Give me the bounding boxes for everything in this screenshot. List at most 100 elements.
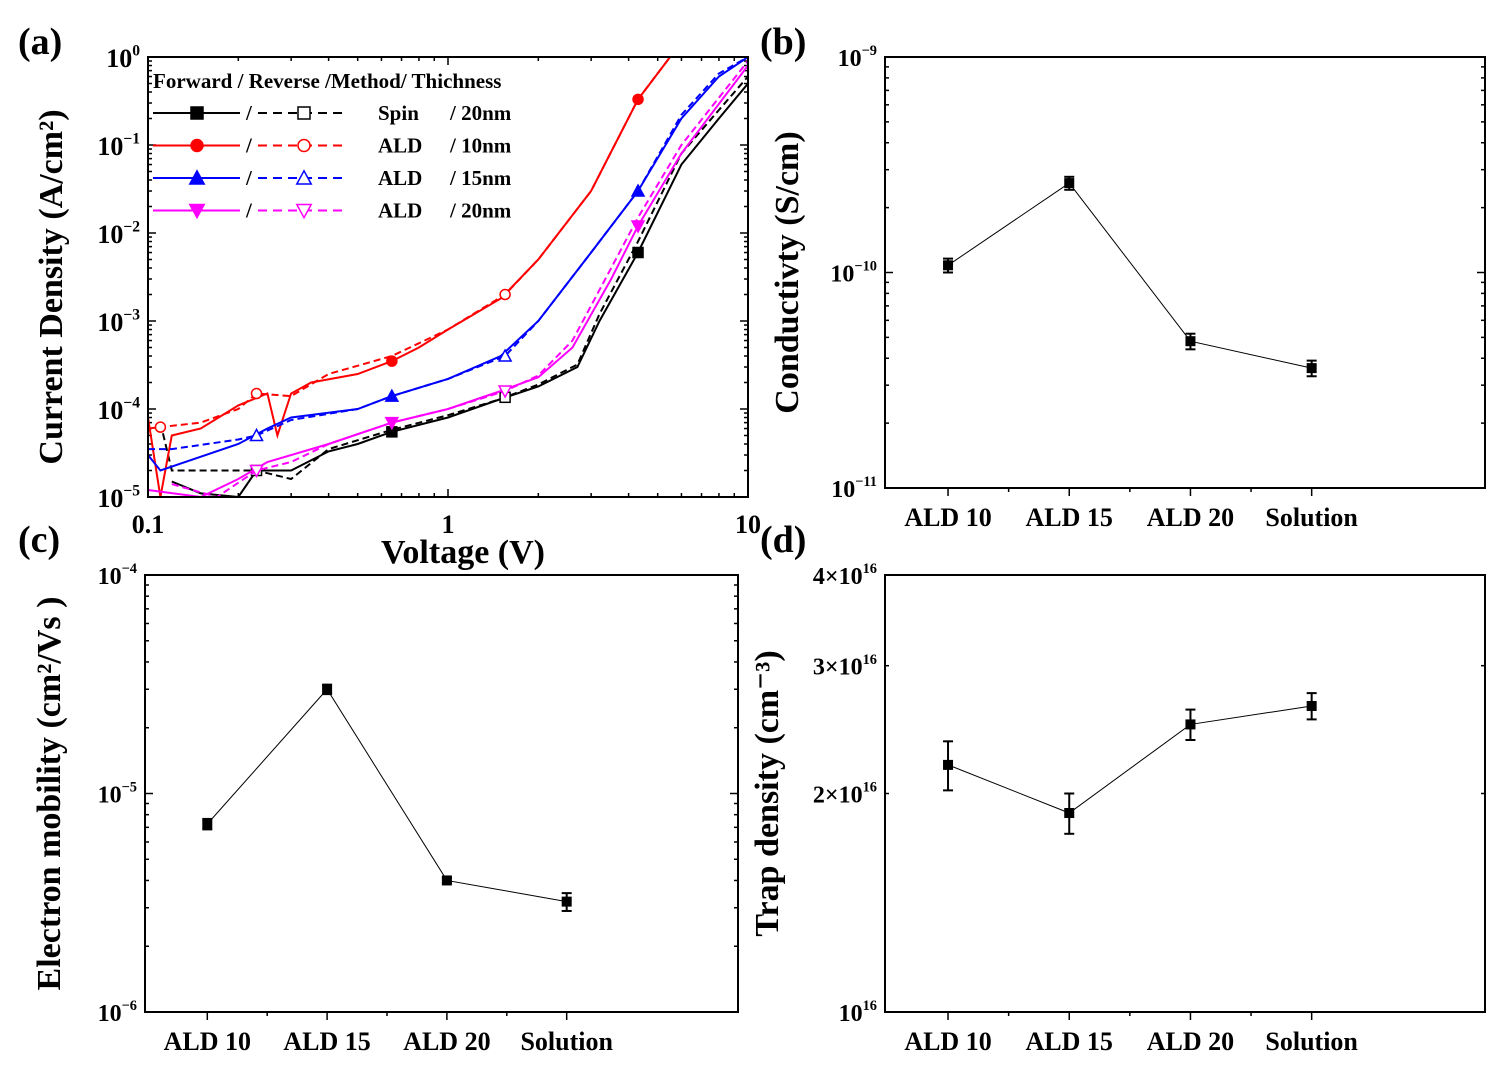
legend-method: Spin (378, 101, 419, 125)
panel-c-data-line (206, 688, 567, 903)
panel-d-data-point (1185, 719, 1196, 730)
panel-b-y-tick-label: 10−10 (830, 259, 877, 288)
a-y-tick-label: 100 (106, 42, 140, 73)
panel-d-data-point (1064, 808, 1075, 819)
a-reverse-line-3 (171, 60, 748, 497)
a-reverse-line-1 (148, 57, 748, 430)
a-forward-marker (384, 416, 400, 431)
a-forward-marker (632, 93, 644, 106)
panel-d-y-tick-label: 1016 (839, 998, 877, 1027)
legend-thickness: / 10nm (449, 134, 512, 158)
panel-d-data-point (943, 759, 954, 770)
a-forward-marker (630, 183, 646, 197)
panel-c-y-tick-label: 10−5 (98, 780, 137, 809)
a-forward-marker (384, 388, 400, 402)
a-forward-line-0 (171, 82, 748, 497)
panel-c-x-tick-label: ALD 10 (164, 1027, 251, 1056)
a-reverse-marker (497, 385, 513, 399)
a-curves (148, 57, 748, 497)
panel-d-data-point (1306, 700, 1317, 711)
a-forward-marker (632, 246, 644, 259)
panel-label-a: (a) (18, 21, 62, 63)
panel-b-x-tick-label: Solution (1265, 503, 1358, 532)
a-reverse-marker (499, 288, 511, 301)
legend-forward-marker (190, 138, 204, 153)
panel-c-data-point (561, 896, 572, 907)
legend-slash: / (245, 101, 253, 125)
panel-b-y-tick-label: 10−11 (831, 474, 877, 503)
panel-c-data-point (322, 684, 333, 695)
legend-forward-marker (190, 106, 204, 120)
panel-d-y-tick-label: 2×1016 (813, 780, 877, 809)
a-reverse-marker (154, 421, 167, 433)
panel-b-y-axis-label: Conductivty (S/cm) (769, 131, 806, 413)
panel-d: (d) ALD 10 ALD 15 ALD 20 Solution 4×1016 3×101… (749, 519, 1486, 1056)
a-x-tick-label: 10 (735, 510, 761, 539)
legend-forward-marker (188, 169, 206, 185)
a-y-tick-label: 10−3 (97, 306, 140, 337)
plot-frame (147, 56, 749, 498)
legend-method: ALD (378, 199, 422, 223)
panel-b-x-tick-label: ALD 20 (1147, 503, 1234, 532)
panel-b-data-point (943, 260, 954, 271)
panel-d-y-axis-label: Trap density (cm⁻³) (749, 650, 786, 936)
panel-b-data-point (1185, 336, 1196, 347)
a-forward-marker (630, 220, 646, 234)
plot-frame (144, 574, 739, 1013)
a-reverse-marker (249, 464, 264, 479)
panel-c-x-tick-label: ALD 20 (403, 1027, 490, 1056)
legend-slash: / (245, 199, 253, 223)
legend-thickness: / 20nm (449, 101, 512, 125)
panel-c: (c) ALD 10 ALD 15 ALD 20 Solution 10−4 10−5 10−… (18, 519, 739, 1056)
a-y-tick-label: 10−1 (97, 130, 140, 161)
a-reverse-marker (249, 427, 264, 442)
a-forward-line-3 (148, 64, 748, 497)
legend-forward-marker (188, 203, 206, 220)
a-reverse-line-2 (148, 57, 748, 451)
panel-c-x-tick-label: ALD 15 (283, 1027, 370, 1056)
legend-slash: / (245, 134, 253, 158)
legend-reverse-marker (297, 138, 311, 153)
panel-c-y-tick-label: 10−6 (98, 998, 137, 1027)
panel-a: (a) 100 10−1 10−2 10−3 10−4 10−50.1 1 10 Voltage … (18, 21, 761, 571)
panel-d-x-tick-label: ALD 15 (1026, 1027, 1113, 1056)
panel-b-label: (b) (760, 21, 806, 63)
panel-d-x-tick-label: Solution (1265, 1027, 1358, 1056)
panel-d-label: (d) (760, 519, 806, 561)
panel-b-x-tick-label: ALD 10 (904, 503, 991, 532)
panel-c-y-tick-label: 10−4 (98, 561, 137, 590)
panel-b-data-point (1306, 363, 1317, 374)
panel-d-y-tick-label: 4×1016 (813, 561, 877, 590)
a-y-tick-label: 10−2 (97, 218, 140, 249)
plot-frame (884, 56, 1486, 489)
legend-slash: / (245, 166, 253, 190)
panel-d-data-line (947, 705, 1312, 814)
panel-d-x-tick-label: ALD 10 (904, 1027, 991, 1056)
panel-c-label: (c) (18, 519, 60, 561)
plot-frame (884, 574, 1486, 1013)
legend-reverse-marker (297, 106, 311, 120)
a-x-tick-label: 1 (442, 510, 455, 539)
a-reverse-marker (250, 387, 263, 400)
panel-b-x-tick-label: ALD 15 (1026, 503, 1113, 532)
panel-b-data-point (1064, 178, 1075, 189)
a-x-tick-label: 0.1 (132, 510, 165, 539)
a-forward-marker (386, 355, 398, 367)
panel-c-y-axis-label: Electron mobility (cm²/Vs ) (31, 597, 68, 991)
legend-thickness: / 15nm (449, 166, 512, 190)
legend-reverse-marker (295, 203, 313, 220)
panel-b-y-tick-label: 10−9 (838, 43, 877, 72)
panel-c-x-tick-label: Solution (520, 1027, 613, 1056)
legend-reverse-marker (295, 169, 313, 185)
panel-c-data-point (202, 819, 213, 830)
panel-b: (b) ALD 10 ALD 15 ALD 20 Solution 10−9 10−10 10… (760, 21, 1486, 532)
a-x-axis-label: Voltage (V) (381, 534, 545, 571)
a-y-tick-label: 10−4 (97, 394, 140, 425)
legend-title: Forward / Reverse /Method/ Thichness (153, 69, 501, 93)
a-forward-line-1 (148, 57, 748, 497)
legend-thickness: / 20nm (449, 199, 512, 223)
legend-method: ALD (378, 134, 422, 158)
a-y-tick-label: 10−5 (97, 482, 140, 513)
